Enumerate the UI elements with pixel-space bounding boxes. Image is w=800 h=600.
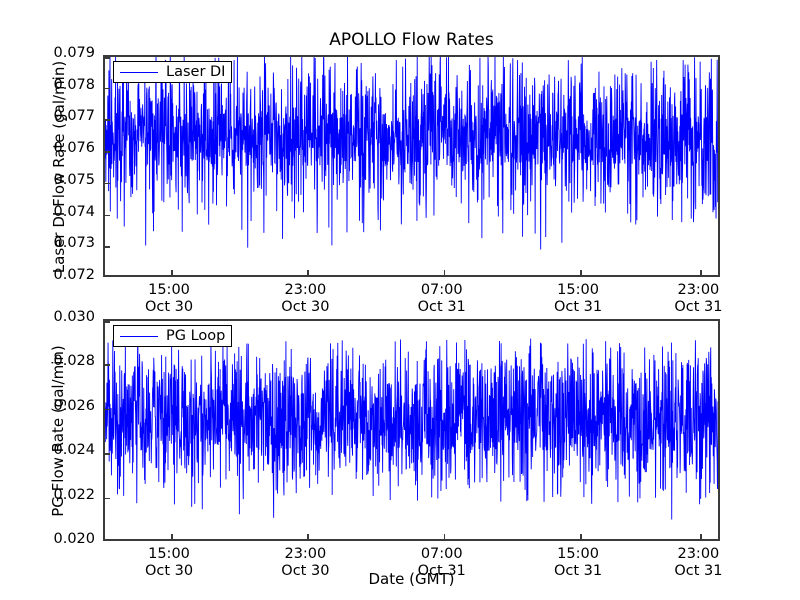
- y-tick-mark: [105, 246, 110, 248]
- y-tick-mark: [105, 214, 110, 217]
- x-tick-mark: [307, 534, 309, 539]
- y-tick-label: 0.026: [53, 397, 95, 414]
- x-tick-mark: [580, 534, 582, 539]
- x-tick-label: 15:00 Oct 30: [109, 546, 229, 580]
- x-tick-label: 15:00 Oct 31: [518, 282, 638, 316]
- x-tick-mark: [443, 534, 446, 539]
- x-tick-date: Oct 31: [674, 563, 723, 579]
- x-tick-mark: [700, 270, 702, 275]
- y-tick-mark: [105, 151, 110, 153]
- x-tick-date: Oct 31: [554, 299, 603, 315]
- x-tick-label: 07:00 Oct 31: [382, 546, 502, 580]
- y-tick-label: 0.076: [53, 140, 95, 157]
- y-tick-label: 0.020: [53, 531, 95, 547]
- y-tick-label: 0.074: [53, 203, 95, 220]
- x-tick-date: Oct 30: [281, 299, 330, 315]
- x-tick-mark: [307, 270, 309, 275]
- x-tick-date: Oct 30: [281, 563, 330, 579]
- page-title: APOLLO Flow Rates: [329, 30, 494, 50]
- x-tick-time: 15:00: [148, 546, 190, 562]
- y-tick-label: 0.077: [53, 108, 95, 125]
- x-tick-label: 23:00 Oct 30: [245, 546, 365, 580]
- y-tick-mark: [105, 321, 110, 323]
- x-tick-mark: [171, 270, 173, 275]
- x-tick-label: 07:00 Oct 31: [382, 282, 502, 316]
- x-tick-label: 15:00 Oct 30: [109, 282, 229, 316]
- x-tick-mark: [580, 270, 582, 275]
- x-tick-time: 15:00: [557, 282, 599, 298]
- y-tick-label: 0.078: [53, 76, 95, 93]
- x-tick-time: 23:00: [677, 282, 720, 298]
- y-tick-label: 0.022: [53, 486, 95, 503]
- plot-area-laser-di: [103, 55, 720, 277]
- pg-loop-series-path: [105, 321, 718, 539]
- legend-pg-loop[interactable]: PG Loop: [113, 325, 233, 347]
- x-tick-date: Oct 31: [417, 299, 466, 315]
- x-tick-time: 15:00: [557, 546, 599, 562]
- y-axis-label-bottom: PG Flow Rate (gal/min): [49, 345, 67, 517]
- y-tick-label: 0.028: [53, 353, 95, 370]
- y-tick-mark: [105, 87, 110, 90]
- x-tick-label: 15:00 Oct 31: [518, 546, 638, 580]
- y-tick-mark: [105, 364, 110, 366]
- y-tick-label: 0.030: [53, 309, 95, 325]
- x-axis-label: Date (GMT): [368, 570, 455, 588]
- x-tick-time: 07:00: [420, 282, 463, 298]
- x-tick-time: 15:00: [148, 282, 190, 298]
- y-tick-mark: [105, 497, 110, 500]
- y-tick-label: 0.072: [53, 267, 95, 283]
- y-tick-mark: [105, 453, 110, 455]
- x-tick-date: Oct 30: [144, 299, 194, 315]
- x-tick-mark: [443, 270, 446, 275]
- y-tick-mark: [105, 408, 110, 411]
- legend-laser-di[interactable]: Laser DI: [113, 61, 233, 83]
- legend-line-icon-pg-loop: [120, 335, 158, 337]
- y-tick-mark: [105, 57, 110, 59]
- x-tick-mark: [700, 534, 702, 539]
- legend-label-laser-di: Laser DI: [166, 64, 226, 80]
- series-line: [105, 57, 718, 250]
- x-tick-mark: [171, 534, 173, 539]
- x-tick-time: 23:00: [284, 546, 327, 562]
- y-tick-label: 0.073: [53, 235, 95, 252]
- x-tick-time: 23:00: [677, 546, 720, 562]
- y-tick-mark: [105, 119, 110, 122]
- x-tick-date: Oct 30: [144, 563, 194, 579]
- y-tick-label: 0.075: [53, 171, 95, 188]
- x-tick-label: 23:00 Oct 31: [638, 546, 758, 580]
- x-tick-label: 23:00 Oct 30: [245, 282, 365, 316]
- x-tick-label: 23:00 Oct 31: [638, 282, 758, 316]
- y-tick-mark: [105, 182, 110, 185]
- legend-line-icon-laser-di: [120, 71, 158, 73]
- legend-label-pg-loop: PG Loop: [166, 328, 226, 344]
- x-tick-date: Oct 31: [554, 563, 603, 579]
- laser-di-series-path: [105, 57, 718, 275]
- x-tick-date: Oct 31: [674, 299, 723, 315]
- x-tick-time: 07:00: [420, 546, 463, 562]
- plot-area-pg-loop: [103, 319, 720, 541]
- y-tick-label: 0.024: [53, 442, 95, 459]
- x-tick-date: Oct 31: [417, 563, 466, 579]
- series-line: [105, 339, 718, 520]
- y-tick-label: 0.079: [53, 45, 95, 61]
- y-axis-label-top: Laser DI Flow Rate (gal/min): [50, 60, 68, 274]
- x-tick-time: 23:00: [284, 282, 327, 298]
